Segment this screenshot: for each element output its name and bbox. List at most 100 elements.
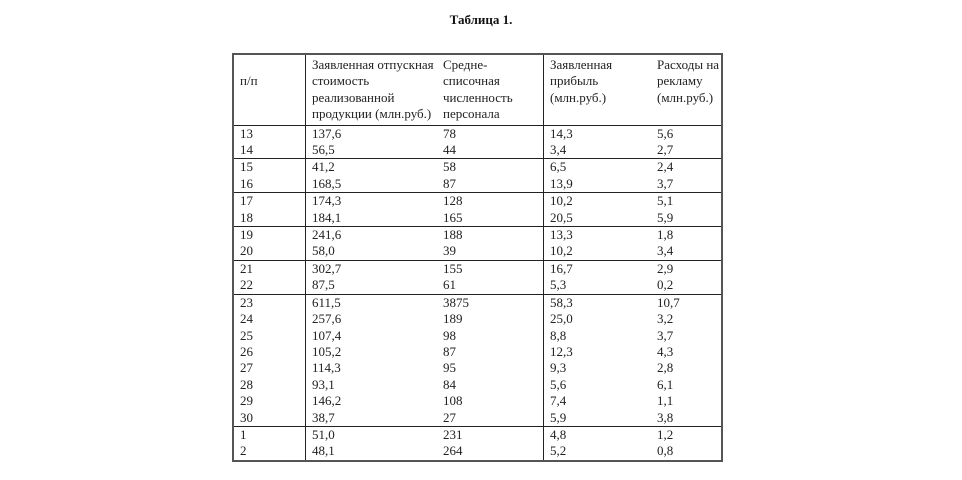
cell-sales-value: 241,6: [305, 226, 437, 244]
table-row: 2 48,1 264 5,2 0,8: [233, 443, 722, 461]
cell-staff-count: 84: [437, 376, 544, 394]
cell-ad-expenses: 6,1: [657, 376, 674, 392]
cell-profit: 14,3: [543, 124, 651, 143]
cell-staff-count: 188: [437, 226, 544, 244]
cell-number: 13: [233, 124, 306, 143]
cell-sales-value: 302,7: [305, 259, 437, 278]
cell-ad-expenses: 2,9: [651, 259, 722, 278]
cell-profit: 10,2: [550, 243, 573, 259]
cell-ad-expenses: 2,7: [657, 142, 674, 158]
cell-profit: 25,0: [550, 311, 573, 327]
cell-staff-count: 58: [437, 158, 544, 176]
cell-staff-count: 108: [437, 393, 544, 410]
cell-number: 17: [233, 192, 306, 210]
cell-ad-expenses: 3,7: [657, 327, 674, 343]
row-group: 1 51,0 231 4,8 1,2 2 48,1 264 5,2 0,8: [233, 425, 722, 461]
row-group: 15 41,2 58 6,5 2,4 16 168,5 87 13,9 3,7: [233, 158, 722, 193]
table-row: 13 137,6 78 14,3 5,6: [233, 124, 722, 143]
cell-profit: 3,4: [550, 142, 567, 158]
cell-ad-expenses: 3,2: [657, 311, 674, 327]
row-group: 21 302,7 155 16,7 2,9 22 87,5 61 5,3 0,2: [233, 259, 722, 295]
table-row: 19 241,6 188 13,3 1,8: [233, 226, 722, 244]
header-sales-value: Заявленная отпускная стоимость реализова…: [312, 57, 434, 122]
cell-sales-value: 146,2: [312, 393, 342, 409]
cell-staff-count: 264: [437, 443, 544, 461]
cell-ad-expenses: 0,2: [657, 277, 674, 293]
table-row: 22 87,5 61 5,3 0,2: [233, 277, 722, 295]
cell-number: 16: [233, 175, 306, 193]
header-number: п/п: [233, 54, 306, 126]
table-row: 25 107,4 98 8,8 3,7: [233, 327, 722, 344]
cell-number: 14: [233, 142, 306, 159]
cell-number: 26: [233, 343, 306, 361]
cell-number: 20: [233, 243, 306, 261]
row-group: 23 611,5 3875 58,3 10,7 24 257,6 189 25,0 3,2 25 10…: [233, 293, 722, 427]
cell-number: 18: [233, 209, 306, 227]
cell-profit: 7,4: [550, 393, 567, 409]
cell-profit: 9,3: [550, 360, 567, 376]
cell-ad-expenses: 5,9: [657, 209, 674, 225]
cell-number: 28: [233, 376, 306, 394]
row-group: 19 241,6 188 13,3 1,8 20 58,0 39 10,2 3,4: [233, 226, 722, 261]
table-row: 1 51,0 231 4,8 1,2: [233, 425, 722, 444]
cell-profit: 12,3: [550, 343, 573, 359]
table-row: 27 114,3 95 9,3 2,8: [233, 360, 722, 377]
cell-ad-expenses: 1,2: [651, 425, 722, 444]
cell-number: 29: [233, 393, 306, 410]
cell-profit: 5,9: [550, 409, 567, 425]
header-profit: Заявленная прибыль (млн.руб.): [550, 57, 613, 105]
cell-staff-count: 39: [437, 243, 544, 261]
cell-profit: 4,8: [543, 425, 651, 444]
cell-number: 23: [233, 293, 306, 312]
table-row: 30 38,7 27 5,9 3,8: [233, 409, 722, 427]
cell-staff-count: 27: [437, 409, 544, 427]
cell-staff-count: 78: [437, 124, 544, 143]
table-row: 29 146,2 108 7,4 1,1: [233, 393, 722, 410]
cell-ad-expenses: 3,4: [657, 243, 674, 259]
cell-staff-count: 128: [437, 192, 544, 210]
cell-ad-expenses: 4,3: [657, 343, 674, 359]
cell-staff-count: 189: [437, 311, 544, 328]
cell-number: 15: [233, 158, 306, 176]
table-row: 28 93,1 84 5,6 6,1: [233, 376, 722, 394]
table-row: 18 184,1 165 20,5 5,9: [233, 209, 722, 227]
cell-profit: 13,9: [550, 175, 573, 191]
cell-staff-count: 155: [437, 259, 544, 278]
header-ad-expenses: Расходы на рекламу (млн.руб.): [657, 57, 720, 105]
cell-staff-count: 231: [437, 425, 544, 444]
row-group: 13 137,6 78 14,3 5,6 14 56,5 44 3,4 2,7: [233, 124, 722, 159]
cell-ad-expenses: 3,8: [657, 409, 674, 425]
cell-sales-value: 168,5: [312, 175, 342, 191]
table-row: 16 168,5 87 13,9 3,7: [233, 175, 722, 193]
cell-sales-value: 611,5: [305, 293, 437, 312]
table-row: 20 58,0 39 10,2 3,4: [233, 243, 722, 261]
cell-number: 30: [233, 409, 306, 427]
cell-profit: 58,3: [543, 293, 651, 312]
table-row: 15 41,2 58 6,5 2,4: [233, 158, 722, 176]
cell-sales-value: 105,2: [312, 343, 342, 359]
cell-sales-value: 48,1: [312, 443, 335, 459]
cell-ad-expenses: 0,8: [657, 443, 674, 459]
cell-sales-value: 41,2: [305, 158, 437, 176]
table-row: 21 302,7 155 16,7 2,9: [233, 259, 722, 278]
cell-staff-count: 87: [437, 175, 544, 193]
data-table: п/п Заявленная отпускная стоимость реали…: [232, 53, 723, 462]
cell-staff-count: 44: [437, 142, 544, 159]
cell-sales-value: 257,6: [312, 311, 342, 327]
cell-profit: 5,3: [550, 277, 567, 293]
table-title: Таблица 1.: [449, 12, 513, 27]
cell-profit: 8,8: [550, 327, 567, 343]
cell-profit: 5,6: [550, 376, 567, 392]
header-staff-count: Средне-списочная численность персонала: [437, 54, 544, 126]
cell-sales-value: 56,5: [312, 142, 335, 158]
table-row: 17 174,3 128 10,2 5,1: [233, 192, 722, 210]
cell-staff-count: 87: [437, 343, 544, 361]
cell-sales-value: 51,0: [305, 425, 437, 444]
cell-sales-value: 174,3: [305, 192, 437, 210]
cell-sales-value: 107,4: [312, 327, 342, 343]
cell-profit: 5,2: [550, 443, 567, 459]
cell-profit: 6,5: [543, 158, 651, 176]
cell-number: 19: [233, 226, 306, 244]
cell-number: 21: [233, 259, 306, 278]
header-row: п/п Заявленная отпускная стоимость реали…: [233, 54, 722, 126]
